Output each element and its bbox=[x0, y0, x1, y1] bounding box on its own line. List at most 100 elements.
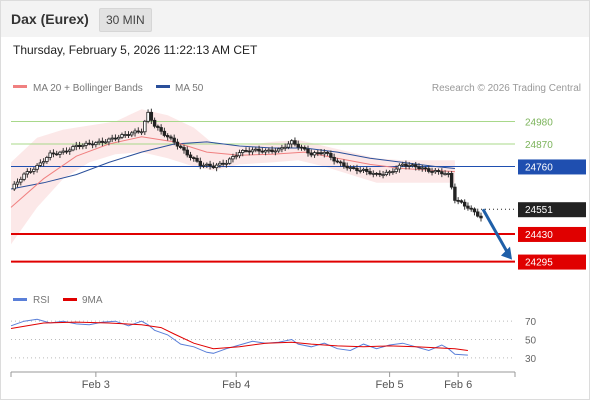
candle-up bbox=[48, 152, 52, 158]
candle-down bbox=[208, 163, 212, 167]
candle-down bbox=[54, 153, 59, 156]
candle-down bbox=[462, 201, 467, 207]
candle-up bbox=[273, 150, 278, 153]
candle-down bbox=[459, 200, 464, 203]
candle-down bbox=[306, 148, 310, 154]
candle-up bbox=[446, 173, 451, 175]
candle-down bbox=[211, 165, 216, 169]
candle-down bbox=[456, 199, 460, 202]
level-label-resistance: 24870 bbox=[525, 140, 553, 151]
candle-up bbox=[133, 130, 137, 134]
candle-up bbox=[394, 168, 398, 172]
candle-down bbox=[476, 211, 480, 217]
candle-up bbox=[400, 163, 405, 166]
candle-up bbox=[250, 149, 255, 153]
candle-down bbox=[149, 111, 154, 121]
candle-up bbox=[45, 157, 49, 162]
candle-up bbox=[97, 140, 101, 144]
candle-down bbox=[136, 130, 140, 133]
candle-down bbox=[303, 147, 307, 150]
rsi-ma-legend-label: 9MA bbox=[82, 295, 103, 306]
rsi-tick-label: 70 bbox=[525, 317, 537, 328]
candle-down bbox=[293, 140, 297, 145]
candle-down bbox=[296, 143, 300, 148]
candle-down bbox=[374, 172, 379, 175]
rsi-tick-label: 30 bbox=[525, 354, 537, 365]
candle-up bbox=[358, 170, 362, 172]
candle-up bbox=[231, 156, 235, 160]
candle-down bbox=[165, 135, 170, 138]
candle-down bbox=[152, 119, 157, 127]
candle-up bbox=[280, 147, 284, 150]
candle-down bbox=[185, 149, 189, 156]
candle-up bbox=[68, 149, 72, 152]
level-labels: 24980 24870 24760 24551 24430 24295 bbox=[518, 117, 586, 270]
level-tag-support bbox=[518, 226, 586, 242]
candle-up bbox=[234, 155, 238, 158]
candle-up bbox=[361, 168, 366, 171]
chart-credit: Research © 2026 Trading Central bbox=[432, 83, 581, 94]
candle-up bbox=[28, 171, 33, 173]
chart-timestamp: Thursday, February 5, 2026 11:22:13 AM C… bbox=[13, 43, 258, 57]
candle-up bbox=[322, 151, 327, 155]
candle-up bbox=[433, 170, 438, 173]
candle-up bbox=[146, 111, 150, 122]
candle-up bbox=[254, 148, 258, 151]
candle-down bbox=[188, 154, 193, 158]
candle-down bbox=[355, 167, 359, 172]
timeframe-badge[interactable]: 30 MIN bbox=[99, 8, 152, 32]
candle-up bbox=[143, 120, 147, 133]
level-tag-pivot bbox=[518, 159, 586, 175]
projection-arrow-head bbox=[501, 246, 512, 260]
candle-up bbox=[276, 148, 281, 152]
candle-up bbox=[81, 144, 85, 148]
candle-up bbox=[120, 134, 124, 138]
candle-down bbox=[365, 168, 369, 172]
candle-up bbox=[107, 138, 111, 143]
candle-up bbox=[58, 151, 62, 155]
candle-up bbox=[38, 162, 43, 166]
candle-down bbox=[329, 153, 333, 158]
candle-down bbox=[64, 150, 69, 153]
candle-up bbox=[103, 141, 108, 144]
candle-down bbox=[414, 164, 418, 168]
candle-up bbox=[218, 162, 222, 166]
level-tag-current bbox=[518, 202, 586, 218]
level-label-support: 24295 bbox=[525, 258, 553, 269]
candle-up bbox=[312, 152, 317, 156]
level-label-resistance: 24980 bbox=[525, 117, 553, 128]
candle-down bbox=[159, 127, 163, 132]
rsi-tick-label: 50 bbox=[525, 336, 537, 347]
x-tick-label: Feb 6 bbox=[444, 379, 472, 391]
candle-up bbox=[117, 136, 121, 140]
candle-down bbox=[335, 160, 340, 163]
candle-up bbox=[384, 171, 389, 176]
candle-down bbox=[466, 205, 470, 209]
candle-down bbox=[449, 173, 454, 188]
x-tick-label: Feb 3 bbox=[82, 379, 110, 391]
candle-up bbox=[410, 164, 415, 167]
candle-down bbox=[316, 152, 320, 155]
candle-up bbox=[348, 167, 353, 169]
rsi-plot: 70 50 30 bbox=[10, 317, 537, 365]
level-tag-support bbox=[518, 254, 586, 270]
candle-up bbox=[84, 142, 88, 146]
level-label-support: 24430 bbox=[525, 230, 553, 241]
candle-up bbox=[214, 164, 219, 169]
x-tick-label: Feb 4 bbox=[222, 379, 250, 391]
candle-down bbox=[172, 137, 176, 143]
candle-down bbox=[436, 170, 441, 173]
candle-down bbox=[404, 163, 408, 167]
candle-down bbox=[319, 152, 323, 155]
candle-up bbox=[371, 172, 375, 175]
candle-down bbox=[221, 162, 225, 165]
candle-down bbox=[257, 148, 261, 152]
candle-down bbox=[270, 149, 274, 152]
candle-down bbox=[345, 165, 349, 169]
rsi-series-9ma bbox=[10, 321, 468, 351]
candle-up bbox=[123, 134, 127, 136]
candle-up bbox=[41, 161, 46, 164]
candle-up bbox=[443, 173, 447, 176]
candle-down bbox=[469, 207, 473, 210]
candle-up bbox=[391, 171, 395, 173]
